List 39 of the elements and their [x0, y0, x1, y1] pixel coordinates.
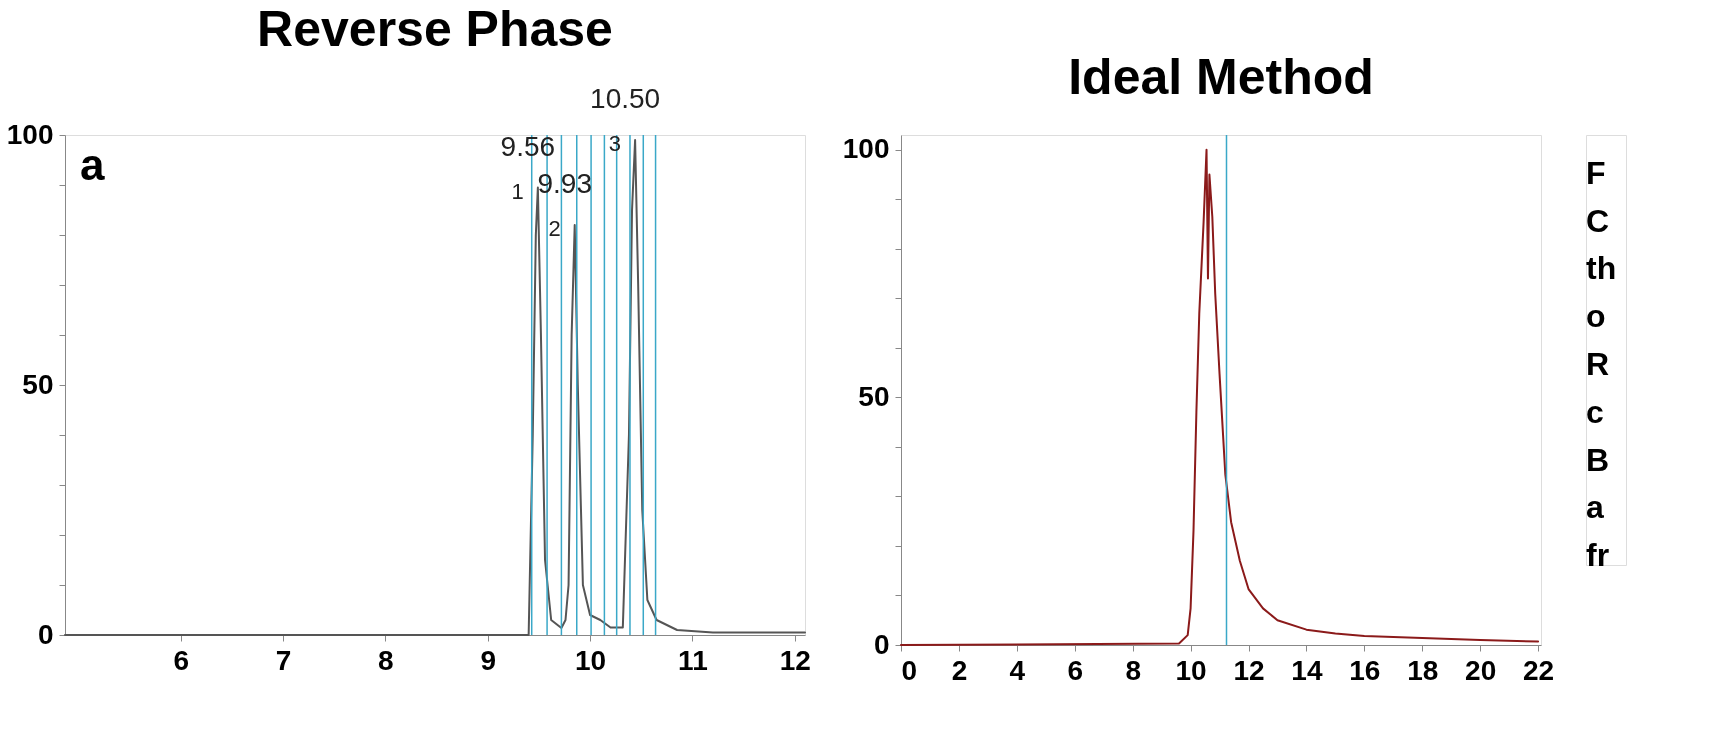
annotation: 2 — [548, 216, 561, 241]
x-tick-label: 7 — [275, 644, 292, 676]
text: c — [1586, 393, 1604, 430]
y-tick-label: 0 — [37, 618, 54, 650]
text: C — [1586, 202, 1610, 239]
x-tick-label: 10 — [574, 644, 607, 676]
x-tick-label: 9 — [480, 644, 496, 676]
text: fr — [1586, 537, 1610, 574]
text: th — [1586, 250, 1617, 287]
x-tick-label: 4 — [1009, 654, 1026, 686]
x-tick-label: 11 — [678, 644, 708, 676]
text: a — [1586, 489, 1604, 526]
annotation: 1 — [511, 178, 524, 204]
y-tick-label: 100 — [842, 133, 890, 165]
chart-title: Reverse Phase — [257, 1, 613, 57]
y-tick-label: 100 — [6, 118, 54, 150]
text: o — [1586, 298, 1606, 335]
x-tick-label: 12 — [1233, 654, 1265, 686]
x-tick-label: 6 — [1067, 654, 1084, 686]
text: F — [1586, 154, 1606, 191]
x-tick-label: 8 — [378, 644, 394, 676]
x-tick-label: 8 — [1125, 654, 1141, 686]
x-tick-label: 2 — [951, 654, 968, 686]
x-tick-label: 20 — [1465, 654, 1497, 686]
annotation: 10.50 — [590, 83, 661, 114]
x-tick-label: 10 — [1175, 654, 1207, 686]
x-tick-label: 14 — [1291, 654, 1323, 686]
text: R — [1586, 346, 1610, 382]
text: B — [1586, 441, 1610, 478]
x-tick-label: 18 — [1407, 654, 1439, 686]
x-tick-label: 22 — [1523, 654, 1555, 686]
chart-title: Ideal Method — [1068, 49, 1374, 106]
x-tick-label: 12 — [779, 644, 811, 676]
x-tick-label: 0 — [901, 654, 918, 686]
x-tick-label: 16 — [1349, 654, 1381, 686]
y-tick-label: 50 — [858, 380, 890, 412]
x-tick-label: 6 — [173, 644, 189, 676]
y-tick-label: 50 — [22, 368, 54, 400]
annotation: a — [80, 140, 105, 189]
